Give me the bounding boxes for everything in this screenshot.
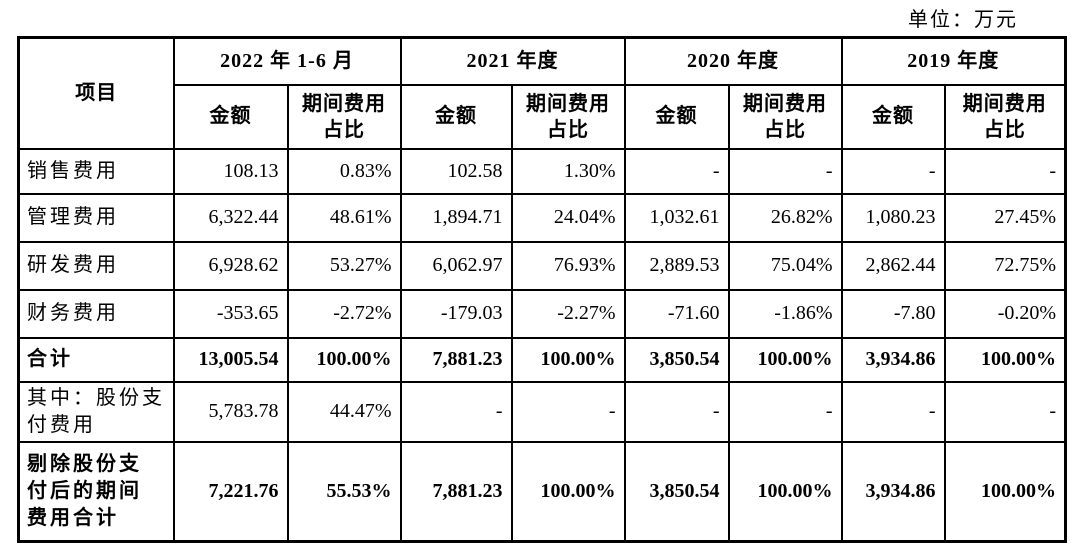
value-cell: -: [727, 147, 843, 195]
value-cell: 3,934.86: [840, 440, 946, 543]
value-cell: -: [510, 380, 626, 443]
header-sub-row: 金额 期间费用 占比 金额 期间费用 占比 金额 期间费用 占比 金额 期间费用…: [19, 83, 1067, 150]
value-cell: 75.04%: [727, 240, 843, 291]
value-cell: -: [399, 380, 513, 443]
value-cell: 1.30%: [510, 147, 626, 195]
value-cell: 100.00%: [727, 336, 843, 383]
table-header: 项目 2022 年 1-6 月 2021 年度 2020 年度 2019 年度 …: [17, 36, 1067, 150]
ratio-header: 期间费用 占比: [510, 83, 626, 150]
value-cell: 13,005.54: [172, 336, 289, 383]
value-cell: 0.83%: [286, 147, 402, 195]
value-cell: 100.00%: [727, 440, 843, 543]
value-cell: 5,783.78: [172, 380, 289, 443]
period-header-2022: 2022 年 1-6 月: [172, 36, 402, 86]
table-row: 销售费用 108.13 0.83% 102.58 1.30% - - - -: [17, 147, 1067, 195]
value-cell: 3,850.54: [623, 440, 730, 543]
value-cell: 100.00%: [510, 336, 626, 383]
value-cell: 3,850.54: [623, 336, 730, 383]
value-cell: -: [623, 147, 730, 195]
value-cell: 3,934.86: [840, 336, 946, 383]
row-label: 其中：股份支 付费用: [17, 380, 175, 443]
value-cell: -353.65: [172, 288, 289, 339]
value-cell: 76.93%: [510, 240, 626, 291]
value-cell: 1,080.23: [840, 192, 946, 243]
value-cell: 6,062.97: [399, 240, 513, 291]
row-label: 合计: [17, 336, 175, 383]
row-label: 剔除股份支 付后的期间 费用合计: [17, 440, 175, 543]
period-header-2019: 2019 年度: [840, 36, 1067, 86]
value-cell: -0.20%: [943, 288, 1067, 339]
value-cell: -2.72%: [286, 288, 402, 339]
value-cell: 44.47%: [286, 380, 402, 443]
header-year-row: 项目 2022 年 1-6 月 2021 年度 2020 年度 2019 年度: [17, 36, 1067, 150]
value-cell: 100.00%: [286, 336, 402, 383]
value-cell: -71.60: [623, 288, 730, 339]
value-cell: 26.82%: [727, 192, 843, 243]
value-cell: 53.27%: [286, 240, 402, 291]
row-label: 管理费用: [17, 192, 175, 243]
value-cell: 6,928.62: [172, 240, 289, 291]
table-row: 研发费用 6,928.62 53.27% 6,062.97 76.93% 2,889.53…: [17, 240, 1067, 291]
amount-header: 金额: [172, 83, 289, 150]
value-cell: -: [840, 380, 946, 443]
table-row: 剔除股份支 付后的期间 费用合计 7,221.76 55.53% 7,881.23 10…: [17, 440, 1067, 543]
value-cell: -1.86%: [727, 288, 843, 339]
value-cell: 27.45%: [943, 192, 1067, 243]
value-cell: -: [943, 147, 1067, 195]
ratio-header: 期间费用 占比: [727, 83, 843, 150]
table-row: 其中：股份支 付费用 5,783.78 44.47% - - - - - -: [17, 380, 1067, 443]
value-cell: -2.27%: [510, 288, 626, 339]
value-cell: 1,032.61: [623, 192, 730, 243]
value-cell: 48.61%: [286, 192, 402, 243]
value-cell: 100.00%: [943, 440, 1067, 543]
value-cell: 7,881.23: [399, 336, 513, 383]
value-cell: 102.58: [399, 147, 513, 195]
period-expense-table: 项目 2022 年 1-6 月 2021 年度 2020 年度 2019 年度 …: [17, 36, 1068, 543]
value-cell: 55.53%: [286, 440, 402, 543]
table-row: 合计 13,005.54 100.00% 7,881.23 100.00% 3,850.5…: [17, 336, 1067, 383]
value-cell: -: [840, 147, 946, 195]
table-body: 销售费用 108.13 0.83% 102.58 1.30% - - - - 管理费用 6,322.…: [17, 147, 1067, 543]
value-cell: -7.80: [840, 288, 946, 339]
value-cell: -: [623, 380, 730, 443]
value-cell: 7,221.76: [172, 440, 289, 543]
table-row: 管理费用 6,322.44 48.61% 1,894.71 24.04% 1,032.61…: [17, 192, 1067, 243]
value-cell: 2,889.53: [623, 240, 730, 291]
ratio-header: 期间费用 占比: [943, 83, 1067, 150]
period-header-2021: 2021 年度: [399, 36, 626, 86]
amount-header: 金额: [399, 83, 513, 150]
row-label: 财务费用: [17, 288, 175, 339]
value-cell: 100.00%: [943, 336, 1067, 383]
value-cell: 108.13: [172, 147, 289, 195]
value-cell: 6,322.44: [172, 192, 289, 243]
value-cell: 1,894.71: [399, 192, 513, 243]
ratio-header: 期间费用 占比: [286, 83, 402, 150]
value-cell: -179.03: [399, 288, 513, 339]
unit-label: 单位：万元: [908, 9, 1018, 31]
period-header-2020: 2020 年度: [623, 36, 843, 86]
value-cell: -: [943, 380, 1067, 443]
value-cell: -: [727, 380, 843, 443]
row-label: 销售费用: [17, 147, 175, 195]
value-cell: 100.00%: [510, 440, 626, 543]
value-cell: 24.04%: [510, 192, 626, 243]
value-cell: 2,862.44: [840, 240, 946, 291]
table-row: 财务费用 -353.65 -2.72% -179.03 -2.27% -71.60 -1.8…: [17, 288, 1067, 339]
value-cell: 72.75%: [943, 240, 1067, 291]
row-label: 研发费用: [17, 240, 175, 291]
amount-header: 金额: [840, 83, 946, 150]
item-header-cell: 项目: [17, 36, 175, 150]
value-cell: 7,881.23: [399, 440, 513, 543]
amount-header: 金额: [623, 83, 730, 150]
